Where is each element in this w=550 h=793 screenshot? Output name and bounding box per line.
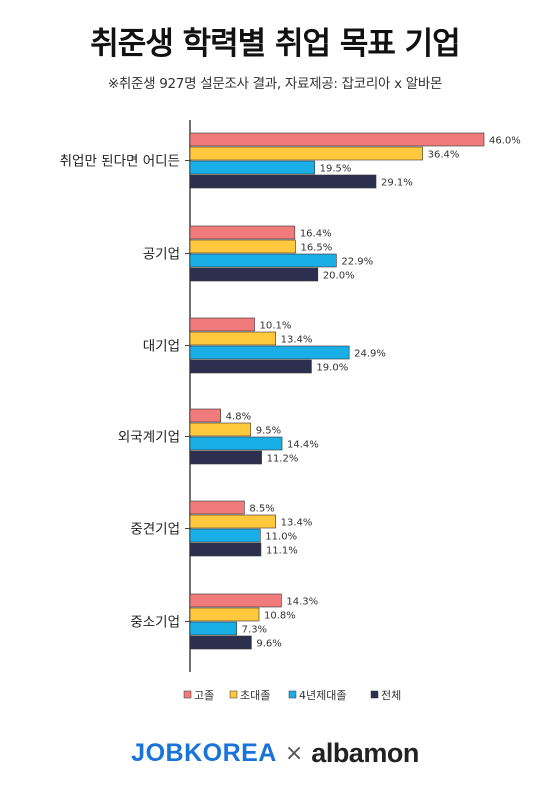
chart-title: 취준생 학력별 취업 목표 기업	[90, 26, 460, 62]
category-label: 대기업	[143, 339, 180, 355]
data-label: 14.3%	[286, 597, 318, 608]
bar	[189, 239, 296, 254]
legend-swatch	[183, 690, 192, 699]
bar	[189, 225, 296, 240]
category-label: 중소기업	[130, 615, 180, 631]
bar	[189, 621, 237, 636]
bar	[189, 593, 282, 608]
bar	[189, 528, 261, 543]
category-label: 취업만 된다면 어디든	[60, 154, 180, 170]
bar	[189, 408, 221, 423]
data-label: 9.5%	[256, 426, 281, 437]
legend-swatch	[370, 690, 379, 699]
bar	[189, 253, 337, 268]
data-label: 16.5%	[300, 243, 332, 254]
bar	[189, 132, 485, 147]
data-label: 19.0%	[316, 363, 348, 374]
data-label: 8.5%	[249, 504, 274, 515]
bar	[189, 607, 260, 622]
data-label: 19.5%	[320, 164, 352, 175]
legend-swatch	[288, 690, 297, 699]
footer-logos: JOBKOREA × albamon	[0, 733, 550, 773]
legend-swatch	[229, 690, 238, 699]
data-label: 14.4%	[287, 440, 319, 451]
data-label: 11.2%	[267, 454, 299, 465]
data-label: 10.1%	[260, 321, 292, 332]
bar	[189, 331, 276, 346]
data-label: 22.9%	[341, 257, 373, 268]
cross-icon: ×	[284, 740, 304, 766]
data-label: 36.4%	[428, 150, 460, 161]
bar	[189, 146, 423, 161]
bar	[189, 160, 315, 175]
data-label: 11.1%	[266, 546, 298, 557]
data-label: 24.9%	[354, 349, 386, 360]
category-label: 공기업	[143, 247, 180, 263]
bar	[189, 422, 252, 437]
legend-label: 초대졸	[240, 689, 270, 702]
data-label: 46.0%	[489, 136, 521, 147]
bar	[189, 345, 350, 360]
data-label: 4.8%	[226, 412, 251, 423]
data-label: 9.6%	[256, 639, 281, 650]
chart-subtitle: ※취준생 927명 설문조사 결과, 자료제공: 잡코리아 x 알바몬	[107, 76, 443, 92]
category-label: 외국계기업	[118, 430, 180, 446]
jobkorea-logo: JOBKOREA	[131, 738, 277, 767]
data-label: 16.4%	[300, 229, 332, 240]
data-label: 13.4%	[281, 335, 313, 346]
data-label: 7.3%	[242, 625, 267, 636]
category-label: 중견기업	[130, 522, 180, 538]
bar	[189, 500, 245, 515]
bar	[189, 174, 377, 189]
bar	[189, 267, 319, 282]
bar	[189, 359, 312, 374]
bar	[189, 450, 262, 465]
legend-label: 4년제대졸	[299, 689, 346, 702]
data-label: 29.1%	[381, 178, 413, 189]
data-label: 11.0%	[265, 532, 297, 543]
bar	[189, 635, 252, 650]
data-label: 10.8%	[264, 611, 296, 622]
albamon-logo: albamon	[311, 737, 419, 768]
legend-label: 고졸	[194, 689, 214, 702]
bar	[189, 542, 262, 557]
bar	[189, 514, 276, 529]
data-label: 13.4%	[281, 518, 313, 529]
bar	[189, 317, 255, 332]
data-label: 20.0%	[323, 271, 355, 282]
bar	[189, 436, 283, 451]
legend-label: 전체	[381, 689, 401, 702]
